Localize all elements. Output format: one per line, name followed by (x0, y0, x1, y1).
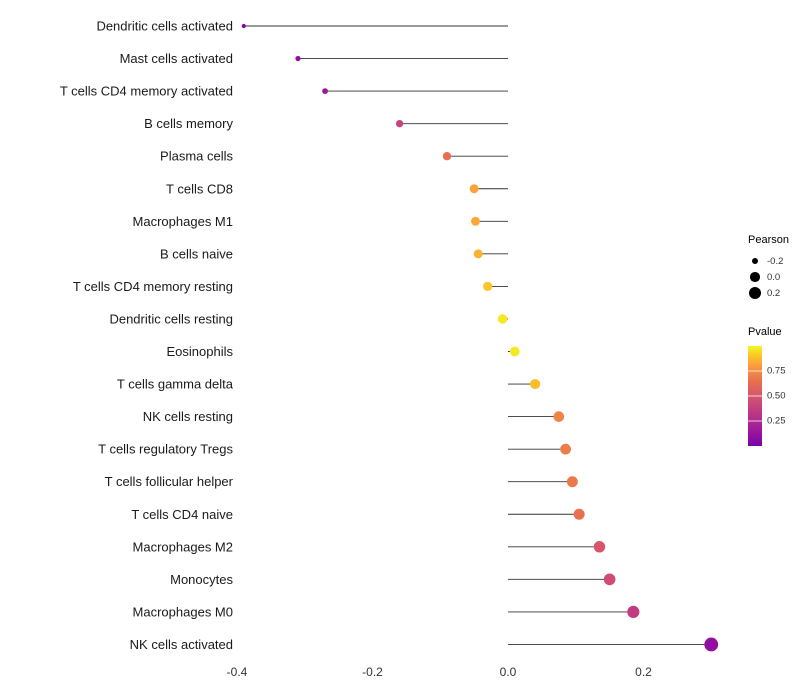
lollipop-dot (509, 346, 520, 357)
category-label: B cells memory (144, 116, 233, 131)
lollipop-dot (295, 55, 301, 62)
category-label: Macrophages M2 (133, 539, 233, 554)
colorbar-tick-label: 0.25 (767, 415, 786, 427)
category-label: Plasma cells (160, 149, 233, 164)
lollipop-dot (497, 314, 508, 324)
size-legend-dot-wrap (748, 286, 762, 300)
category-label: Dendritic cells activated (96, 19, 233, 34)
color-legend-title: Pvalue (748, 326, 782, 338)
pvalue-colorbar (748, 346, 762, 446)
colorbar-tick-mark (748, 370, 762, 372)
lollipop-dot (322, 88, 328, 95)
legend-panel: Pearson -0.2 0.0 0.2 Pvalue 0.75 0.50 0.25 (748, 234, 800, 446)
category-label: Dendritic cells resting (109, 311, 233, 326)
lollipop-dot (473, 249, 483, 259)
category-label: Macrophages M1 (133, 214, 233, 229)
lollipop-dot (395, 119, 404, 128)
lollipop-dot (603, 573, 616, 586)
category-label: NK cells resting (143, 409, 233, 424)
pvalue-color-legend: Pvalue 0.75 0.50 0.25 (748, 326, 800, 446)
x-tick-label: -0.4 (227, 665, 248, 679)
colorbar-tick-label: 0.50 (767, 390, 786, 402)
lollipop-dot (442, 152, 452, 161)
x-tick-label: 0.2 (635, 665, 652, 679)
size-legend-dot (748, 286, 762, 300)
lollipop-dot (241, 23, 246, 29)
colorbar-row: 0.75 0.50 0.25 (748, 346, 800, 446)
category-label: T cells follicular helper (105, 474, 234, 489)
lollipop-dot (566, 476, 578, 488)
size-legend-item: -0.2 (748, 254, 800, 268)
category-label: T cells gamma delta (117, 377, 234, 392)
category-label: B cells naive (160, 246, 233, 261)
category-label: NK cells activated (130, 637, 233, 652)
lollipop-dot (471, 216, 480, 226)
category-label: Eosinophils (167, 344, 234, 359)
size-legend-dot (750, 272, 760, 282)
category-label: T cells CD4 naive (131, 507, 233, 522)
colorbar-tick-mark (748, 395, 762, 397)
size-legend-dot (751, 257, 759, 265)
colorbar-tick-label: 0.75 (767, 365, 786, 377)
size-legend-dot-wrap (748, 272, 762, 282)
lollipop-dot (573, 508, 585, 520)
size-legend-items: -0.2 0.0 0.2 (748, 254, 800, 300)
category-label: Monocytes (170, 572, 233, 587)
x-tick-label: 0.0 (500, 665, 517, 679)
lollipop-dot (593, 541, 606, 553)
category-label: Macrophages M0 (133, 604, 233, 619)
size-legend-item: 0.0 (748, 270, 800, 284)
size-legend-title: Pearson (748, 234, 789, 246)
lollipop-dot (627, 605, 640, 618)
lollipop-dot (469, 184, 479, 194)
category-label: T cells CD4 memory resting (73, 279, 233, 294)
lollipop-dot (530, 378, 541, 390)
size-legend-label: 0.2 (767, 287, 781, 299)
size-legend-label: 0.0 (767, 271, 781, 283)
size-legend-item: 0.2 (748, 286, 800, 300)
lollipop-dot (704, 637, 719, 652)
x-tick-label: -0.2 (362, 665, 383, 679)
colorbar-tick-mark (748, 420, 762, 422)
category-label: T cells regulatory Tregs (98, 442, 233, 457)
size-legend-label: -0.2 (767, 255, 784, 267)
lollipop-dot (553, 411, 565, 422)
lollipop-dot (560, 443, 571, 455)
pearson-size-legend: Pearson -0.2 0.0 0.2 (748, 234, 800, 300)
category-label: T cells CD4 memory activated (60, 84, 233, 99)
lollipop-dot (483, 281, 493, 291)
size-legend-dot-wrap (748, 257, 762, 265)
category-label: Mast cells activated (120, 51, 233, 66)
category-label: T cells CD8 (166, 181, 233, 196)
